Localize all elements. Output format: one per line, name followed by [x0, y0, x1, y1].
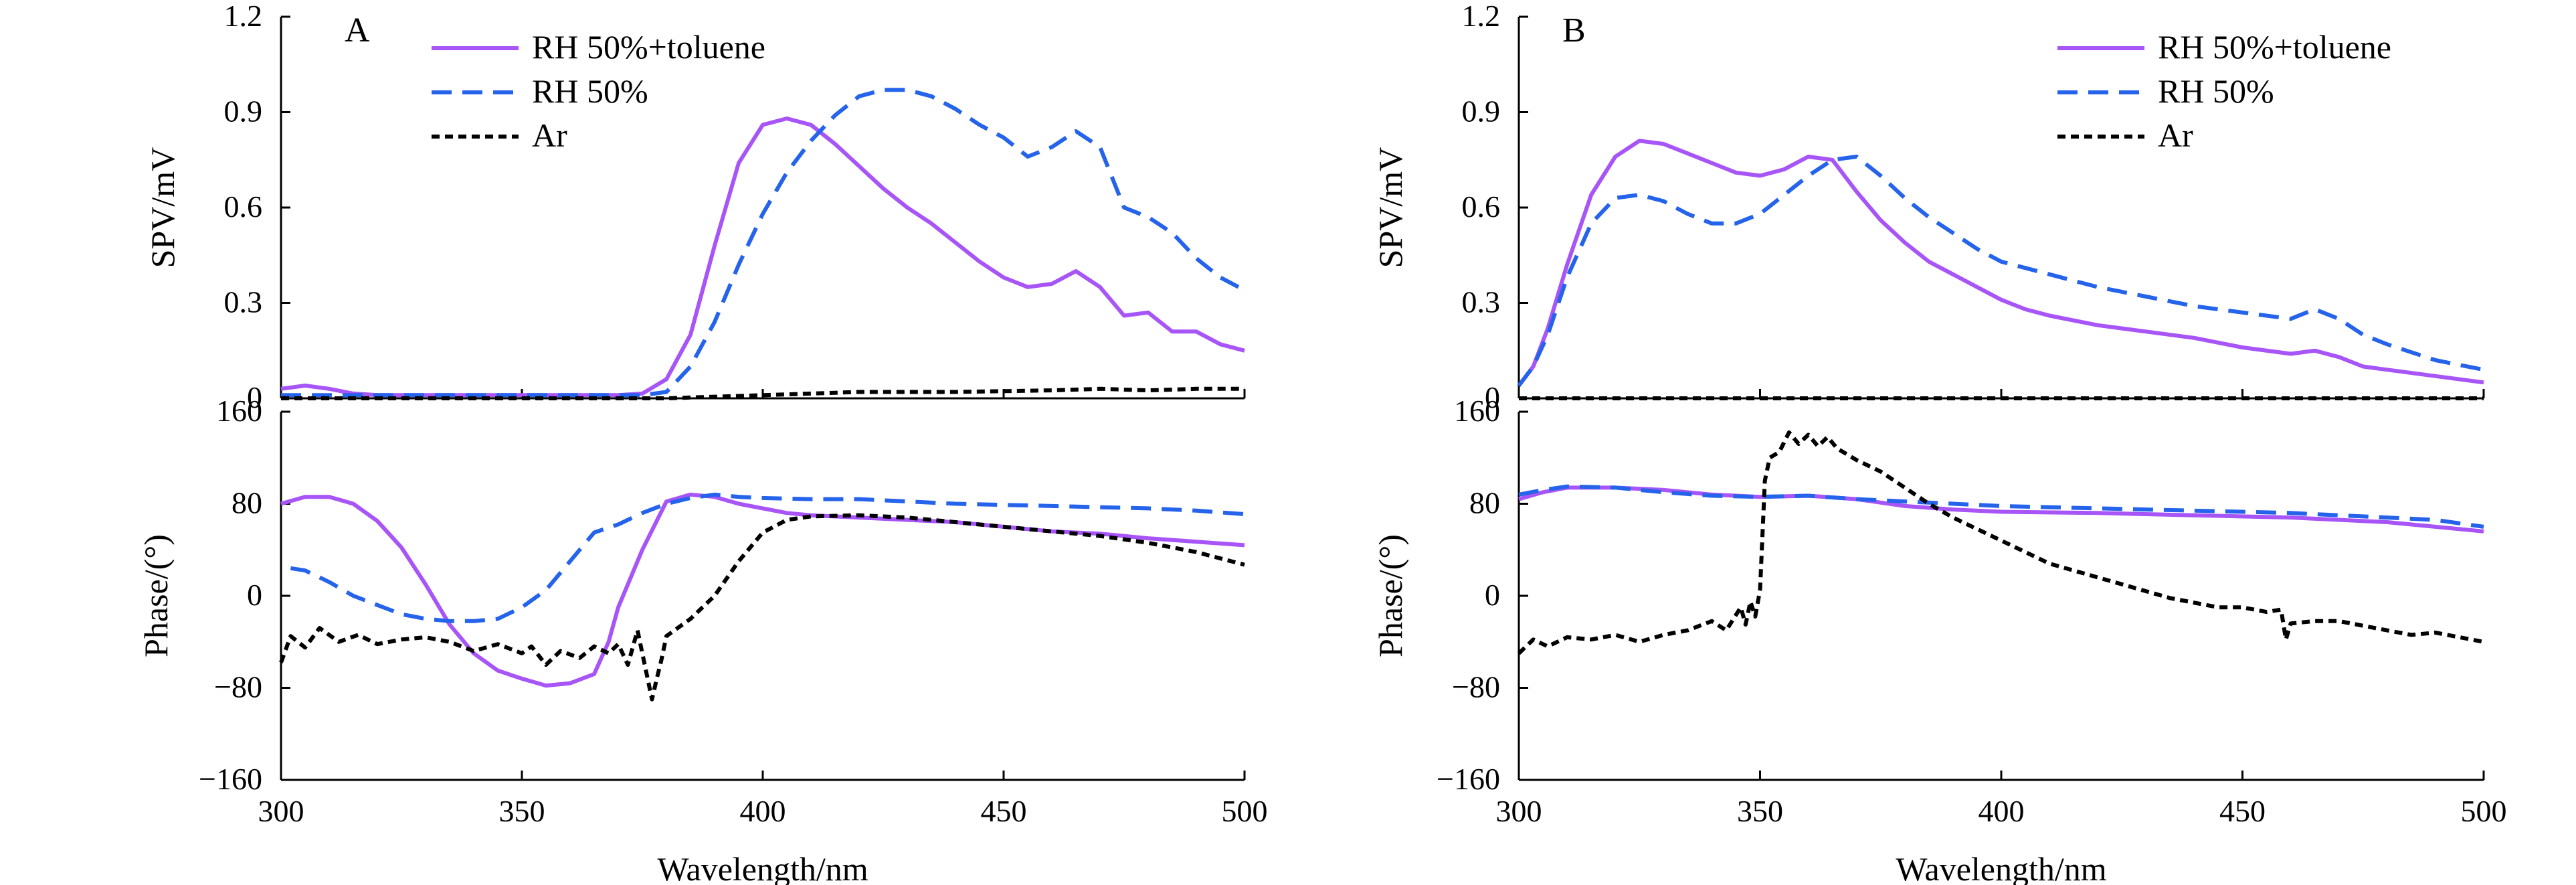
series-line-ar [279, 513, 1245, 702]
y-tick-label: −80 [1452, 670, 1500, 704]
x-axis-title: Wavelength/nm [1896, 850, 2106, 885]
series-line-rh-50-toluene [280, 116, 1245, 398]
y-tick-label: 0.6 [1462, 189, 1501, 224]
subplot-spv: 0 0.3 0.6 0.9 1.2 SPV/mV [144, 0, 1246, 414]
y-tick-label: 80 [1469, 486, 1500, 520]
x-tick-label: 300 [1496, 794, 1542, 828]
panel-letter: B [1562, 11, 1586, 50]
subplot-phase: −160 −80 0 80 160 Phase/(°) [1372, 394, 2485, 796]
panel-a: 0 0.3 0.6 0.9 1.2 SPV/mV −160 −80 0 80 160 Phase/(°… [137, 0, 1268, 885]
x-tick-label: 300 [258, 794, 304, 828]
y-axis-title: Phase/(°) [137, 534, 175, 657]
y-axis-title: SPV/mV [144, 147, 181, 268]
y-tick-label: 80 [232, 486, 262, 520]
y-tick-label: 0 [1485, 578, 1500, 612]
y-tick-label: 1.2 [1462, 0, 1501, 33]
series-line-rh-50- [1517, 155, 2484, 387]
y-tick-label: −160 [199, 762, 262, 796]
series-line-ar [1517, 430, 2484, 655]
y-tick-label: 160 [1454, 394, 1500, 428]
y-tick-label: −80 [214, 670, 262, 704]
y-tick-label: 0 [247, 578, 262, 612]
y-tick-label: 0 [1485, 380, 1500, 414]
series-line-rh-50- [290, 492, 1245, 623]
x-tick-label: 500 [1222, 794, 1268, 828]
y-axis-title: SPV/mV [1372, 147, 1409, 268]
series-line-rh-50- [1518, 484, 2484, 529]
x-tick-label: 400 [740, 794, 786, 828]
y-tick-label: 0.6 [224, 189, 263, 224]
subplot-phase: −160 −80 0 80 160 Phase/(°) [137, 394, 1246, 796]
y-tick-label: 0.9 [1462, 94, 1501, 129]
x-tick-label: 500 [2461, 794, 2507, 828]
y-axis-title: Phase/(°) [1372, 534, 1409, 657]
subplot-spv: 0 0.3 0.6 0.9 1.2 SPV/mV [1372, 0, 2485, 414]
series-line-rh-50-toluene [1517, 139, 2484, 387]
panel-letter: A [345, 11, 370, 50]
y-tick-label: −160 [1437, 762, 1500, 796]
x-tick-label: 350 [499, 794, 545, 828]
series-line-ar [281, 386, 1245, 400]
x-tick-label: 350 [1737, 794, 1783, 828]
y-tick-label: 0.3 [1462, 285, 1501, 319]
panel-b: 0 0.3 0.6 0.9 1.2 SPV/mV −160 −80 0 80 160 Phase/(°… [1372, 0, 2507, 885]
x-tick-label: 450 [2219, 794, 2266, 828]
legend-label: RH 50% [2158, 72, 2274, 110]
y-tick-label: 0 [247, 380, 262, 414]
x-axis-title: Wavelength/nm [657, 850, 868, 885]
legend-label: Ar [532, 116, 567, 154]
y-tick-label: 160 [216, 394, 262, 428]
x-tick-label: 450 [981, 794, 1027, 828]
legend-label: Ar [2158, 116, 2193, 154]
legend-label: RH 50%+toluene [532, 28, 765, 66]
y-tick-label: 0.3 [224, 285, 263, 319]
series-line-rh-50- [281, 88, 1246, 398]
y-tick-label: 0.9 [224, 94, 263, 129]
legend-label: RH 50%+toluene [2158, 28, 2391, 66]
series-line-rh-50-toluene [1518, 485, 2484, 534]
series-line-rh-50-toluene [280, 492, 1245, 688]
legend-label: RH 50% [532, 72, 648, 110]
x-tick-label: 400 [1979, 794, 2025, 828]
y-tick-label: 1.2 [224, 0, 263, 33]
